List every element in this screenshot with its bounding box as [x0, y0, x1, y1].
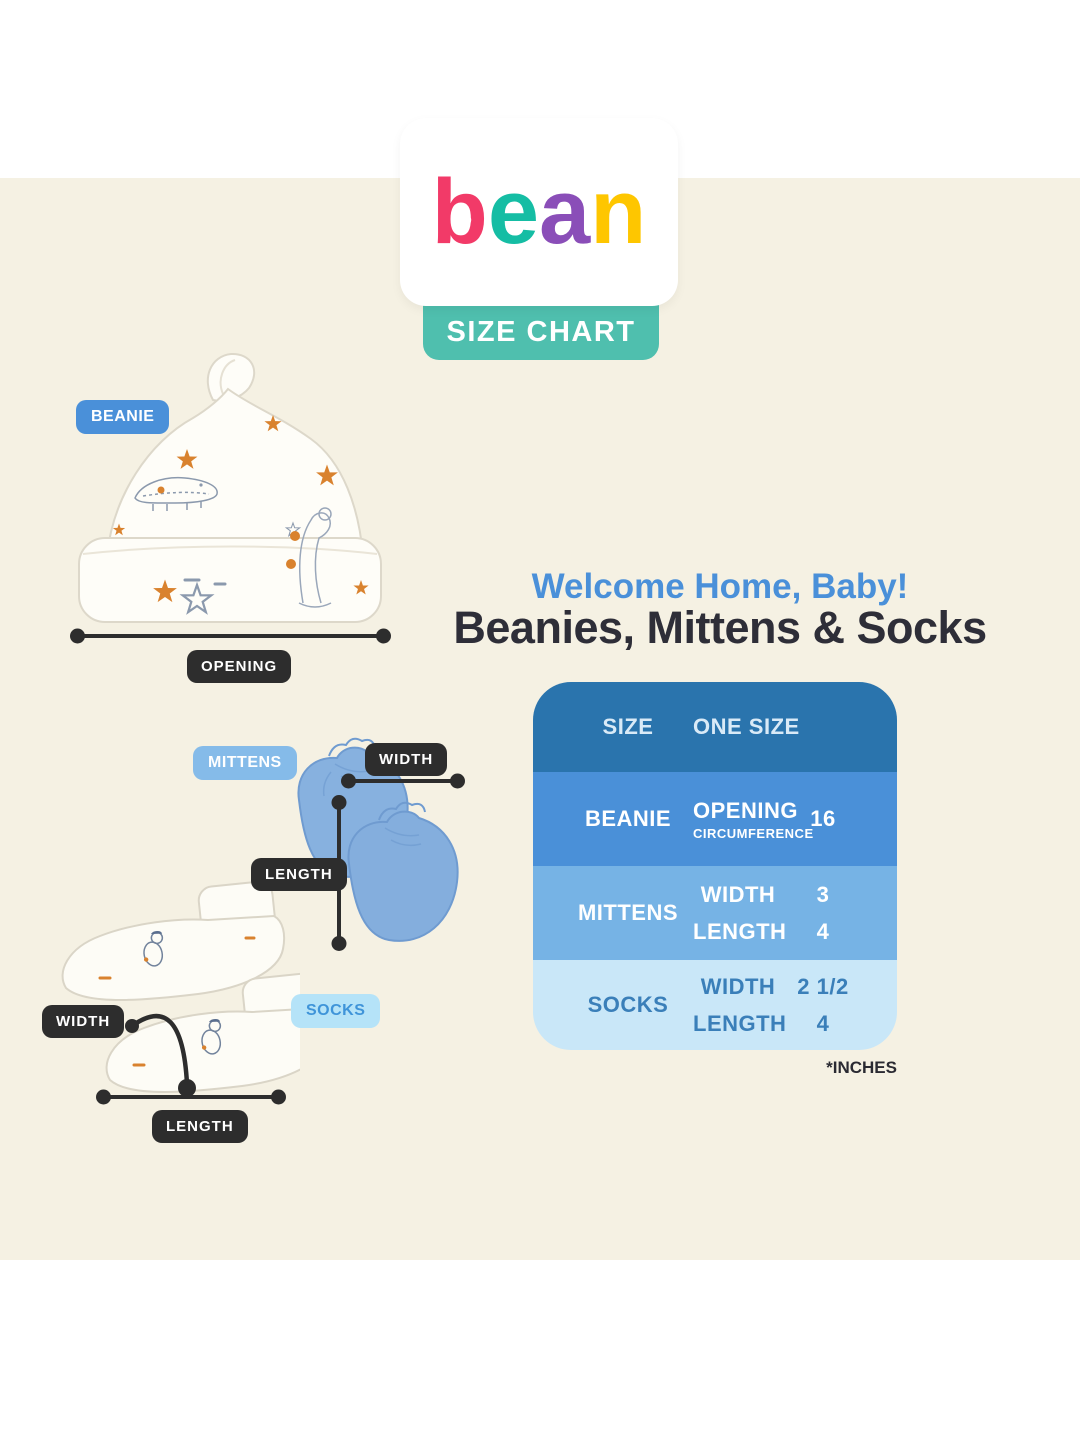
welcome-subtitle: Welcome Home, Baby! — [531, 567, 909, 606]
measurement-name: OPENING — [693, 797, 798, 823]
penguin-doodle — [201, 1019, 222, 1055]
mittens-label: MITTENS — [193, 746, 297, 780]
measurement-value: 4 — [816, 1011, 830, 1036]
logo-letter-a: a — [539, 160, 591, 263]
heart-icon: ♥ — [453, 204, 473, 241]
mitten-front — [347, 801, 459, 942]
penguin-doodle — [143, 931, 164, 967]
giraffe-doodle — [286, 507, 332, 608]
size-table-header: SIZE ONE SIZE — [533, 682, 897, 772]
mittens-width-measure-line — [350, 779, 456, 783]
beanie-opening-tag: OPENING — [187, 650, 292, 683]
logo-letter-b: b ♥ — [431, 160, 488, 263]
measurement-value: 2 1/2 — [797, 974, 849, 999]
measurement-value: 3 — [816, 882, 830, 907]
row-item-label: SOCKS — [587, 992, 669, 1017]
measurement-name: WIDTH — [700, 882, 776, 907]
mittens-length-tag: LENGTH — [251, 858, 347, 891]
crocodile-doodle — [134, 476, 218, 511]
bootie-front — [105, 972, 300, 1093]
col-header-size: SIZE — [602, 714, 654, 739]
measurement-name: LENGTH — [693, 919, 787, 944]
socks-length-tag: LENGTH — [152, 1110, 248, 1143]
measurement-value: 4 — [816, 919, 830, 944]
table-row-mittens: MITTENS WIDTH LENGTH 3 4 — [533, 866, 897, 960]
logo-letter-e: e — [487, 160, 539, 263]
socks-width-measure-arc — [125, 1013, 196, 1097]
beanie-print-pattern — [112, 415, 369, 614]
col-header-one-size: ONE SIZE — [693, 714, 800, 739]
beanie-product-image — [78, 352, 382, 623]
measurement-subname: CIRCUMFERENCE — [693, 825, 814, 841]
socks-length-measure-line — [105, 1095, 277, 1099]
beanie-dome — [105, 387, 365, 557]
measurement-name: LENGTH — [693, 1011, 787, 1036]
size-table: SIZE ONE SIZE BEANIE OPENING CIRCUMFEREN… — [533, 682, 897, 1050]
socks-width-tag: WIDTH — [42, 1005, 125, 1038]
units-footnote: *INCHES — [826, 1058, 897, 1077]
beanie-brim — [78, 537, 382, 623]
brand-logo: b ♥ e a n — [432, 160, 647, 265]
table-row-beanie: BEANIE OPENING CIRCUMFERENCE 16 — [533, 772, 897, 866]
beanie-opening-measure-line — [79, 634, 382, 638]
measurement-name: WIDTH — [700, 974, 776, 999]
row-item-label: MITTENS — [577, 900, 679, 925]
beanie-label: BEANIE — [76, 400, 170, 434]
mittens-width-tag: WIDTH — [365, 743, 448, 776]
page-title: Beanies, Mittens & Socks — [453, 602, 987, 653]
size-chart-badge-label: SIZE CHART — [446, 315, 636, 348]
table-row-socks: SOCKS WIDTH LENGTH 2 1/2 4 — [533, 960, 897, 1050]
row-item-label: BEANIE — [584, 806, 672, 831]
logo-letter-n: n — [590, 160, 647, 263]
brand-logo-card: b ♥ e a n — [400, 118, 678, 306]
bootie-back — [61, 880, 286, 1001]
socks-product-image — [61, 880, 300, 1093]
measurement-value: 16 — [810, 806, 836, 831]
socks-label: SOCKS — [291, 994, 381, 1028]
